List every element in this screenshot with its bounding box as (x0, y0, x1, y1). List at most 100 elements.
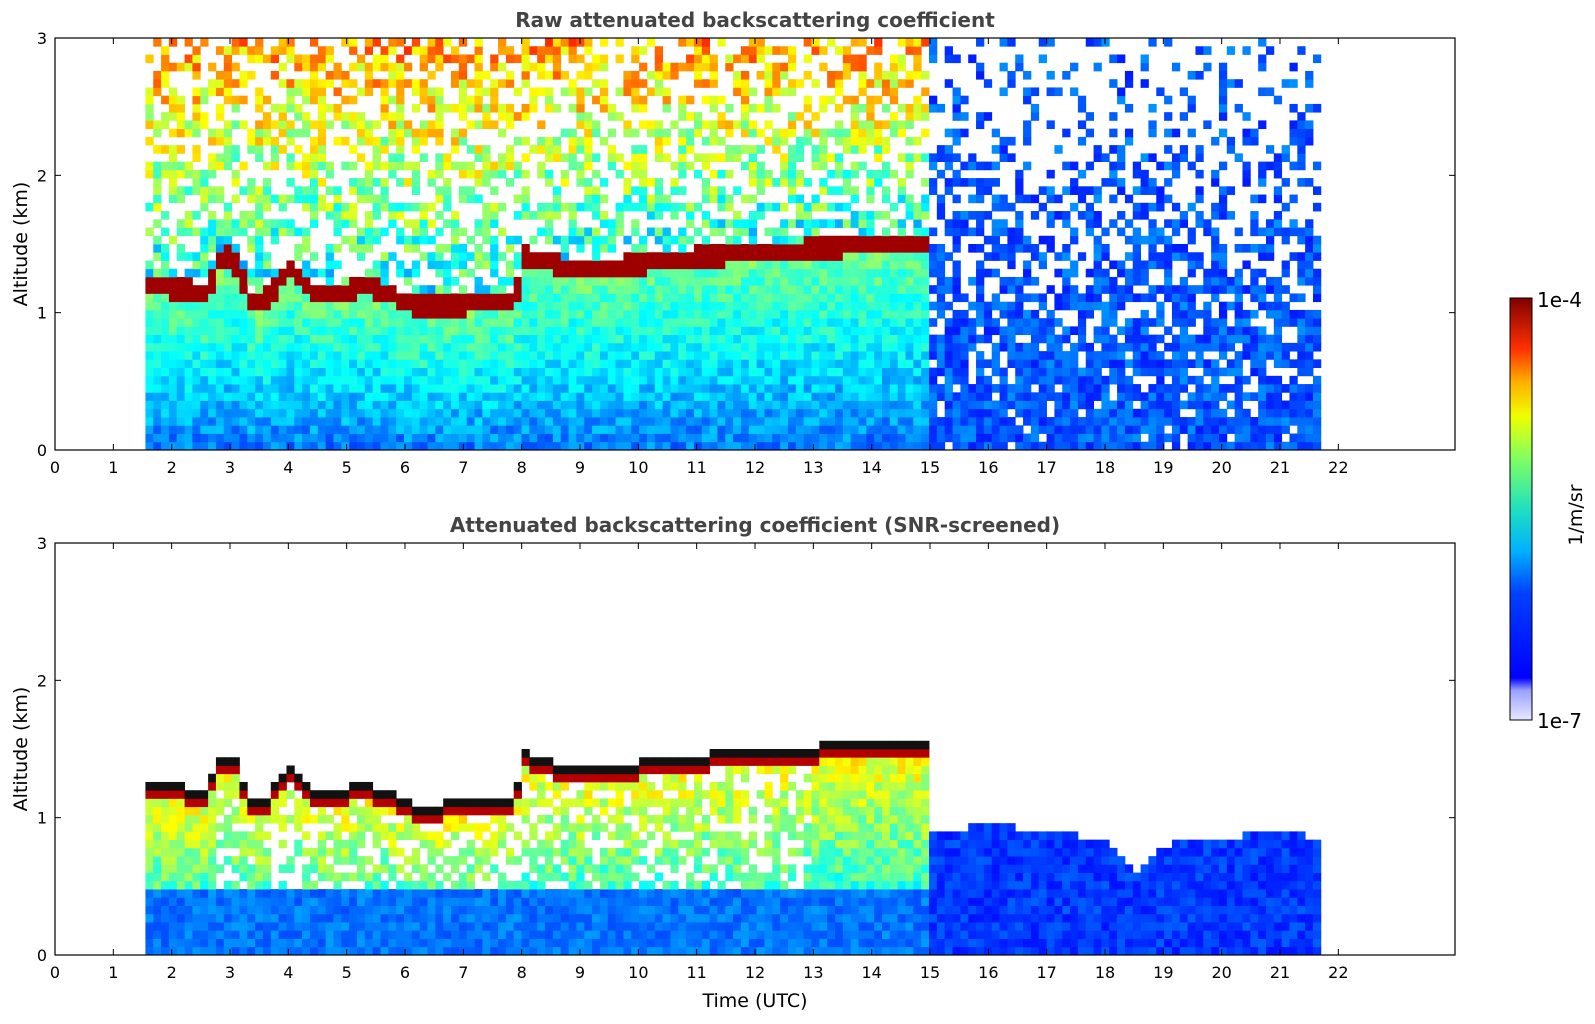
heatmap-cell (145, 425, 154, 434)
heatmap-cell (1093, 276, 1102, 286)
heatmap-cell (176, 367, 185, 377)
heatmap-cell (302, 301, 311, 311)
heatmap-cell (1132, 334, 1142, 344)
heatmap-cell (756, 417, 765, 426)
heatmap-cell (505, 433, 515, 443)
heatmap-cell (560, 128, 569, 138)
heatmap-cell (231, 351, 240, 360)
heatmap-cell (161, 95, 170, 105)
heatmap-cell (874, 351, 883, 360)
heatmap-cell (270, 219, 280, 228)
heatmap-cell (364, 227, 374, 237)
heatmap-cell (568, 441, 577, 450)
heatmap-cell (929, 400, 938, 410)
heatmap-cell (200, 268, 209, 278)
heatmap-cell (944, 219, 953, 228)
heatmap-cell (325, 103, 334, 113)
heatmap-cell (262, 285, 272, 294)
heatmap-cell (662, 235, 671, 245)
heatmap-cell (678, 202, 687, 212)
heatmap-cell (333, 70, 342, 80)
heatmap-cell (1242, 178, 1251, 187)
heatmap-cell (278, 384, 287, 393)
heatmap-cell (1242, 342, 1251, 352)
heatmap-cell (764, 375, 773, 385)
heatmap-cell (404, 318, 413, 327)
heatmap-cell (466, 145, 475, 154)
heatmap-cell (341, 120, 350, 130)
heatmap-cell (686, 417, 695, 426)
heatmap-cell (1093, 408, 1102, 418)
heatmap-cell (1077, 194, 1087, 204)
heatmap-cell (309, 433, 319, 443)
heatmap-cell (521, 268, 530, 278)
heatmap-cell (678, 260, 687, 270)
heatmap-cell (1203, 268, 1212, 278)
heatmap-cell (1179, 211, 1189, 220)
heatmap-cell (411, 367, 421, 377)
heatmap-cell (670, 441, 679, 450)
heatmap-cell (1203, 384, 1212, 393)
heatmap-cell (505, 425, 515, 434)
heatmap-cell (929, 153, 938, 162)
heatmap-cell (1148, 400, 1157, 410)
heatmap-cell (1258, 367, 1267, 377)
heatmap-cell (388, 79, 397, 88)
heatmap-cell (200, 95, 209, 105)
heatmap-cell (521, 194, 530, 204)
heatmap-cell (161, 161, 170, 171)
heatmap-cell (215, 342, 225, 352)
heatmap-cell (545, 359, 554, 368)
heatmap-cell (1218, 285, 1228, 294)
heatmap-cell (866, 441, 875, 450)
heatmap-cell (1258, 375, 1267, 385)
heatmap-cell (419, 252, 428, 261)
heatmap-cell (349, 318, 358, 327)
heatmap-cell (709, 54, 718, 64)
heatmap-cell (223, 301, 233, 311)
heatmap-cell (1015, 219, 1024, 228)
heatmap-cell (921, 38, 930, 47)
heatmap-cell (662, 87, 671, 97)
heatmap-cell (897, 293, 906, 303)
heatmap-cell (733, 153, 742, 162)
heatmap-cell (270, 70, 280, 80)
heatmap-cell (936, 351, 946, 360)
heatmap-cell (349, 186, 358, 195)
heatmap-cell (1015, 392, 1024, 401)
heatmap-cell (592, 301, 601, 311)
heatmap-cell (255, 351, 264, 360)
heatmap-cell (490, 103, 499, 113)
heatmap-cell (1164, 268, 1173, 278)
heatmap-cell (552, 136, 562, 146)
heatmap-cell (380, 441, 389, 450)
heatmap-cell (443, 417, 452, 426)
heatmap-cell (498, 334, 507, 344)
heatmap-cell (905, 79, 914, 88)
heatmap-cell (592, 244, 601, 253)
heatmap-cell (623, 441, 632, 450)
heatmap-cell (356, 301, 366, 311)
heatmap-cell (317, 384, 327, 393)
heatmap-cell (654, 46, 663, 55)
heatmap-cell (302, 161, 311, 171)
heatmap-cell (693, 153, 703, 162)
heatmap-cell (552, 309, 562, 319)
heatmap-cell (764, 95, 773, 105)
heatmap-cell (991, 128, 1000, 138)
heatmap-cell (756, 375, 765, 385)
heatmap-cell (505, 153, 515, 162)
heatmap-cell (168, 112, 178, 121)
heatmap-cell (811, 268, 820, 278)
heatmap-cell (145, 276, 154, 286)
heatmap-cell (592, 260, 601, 270)
heatmap-cell (247, 276, 256, 286)
heatmap-cell (623, 400, 632, 410)
heatmap-cell (1164, 342, 1173, 352)
heatmap-cell (740, 276, 750, 286)
heatmap-cell (1156, 408, 1165, 418)
heatmap-cell (1226, 301, 1236, 311)
heatmap-cell (545, 351, 554, 360)
heatmap-cell (231, 252, 240, 261)
heatmap-cell (858, 334, 867, 344)
